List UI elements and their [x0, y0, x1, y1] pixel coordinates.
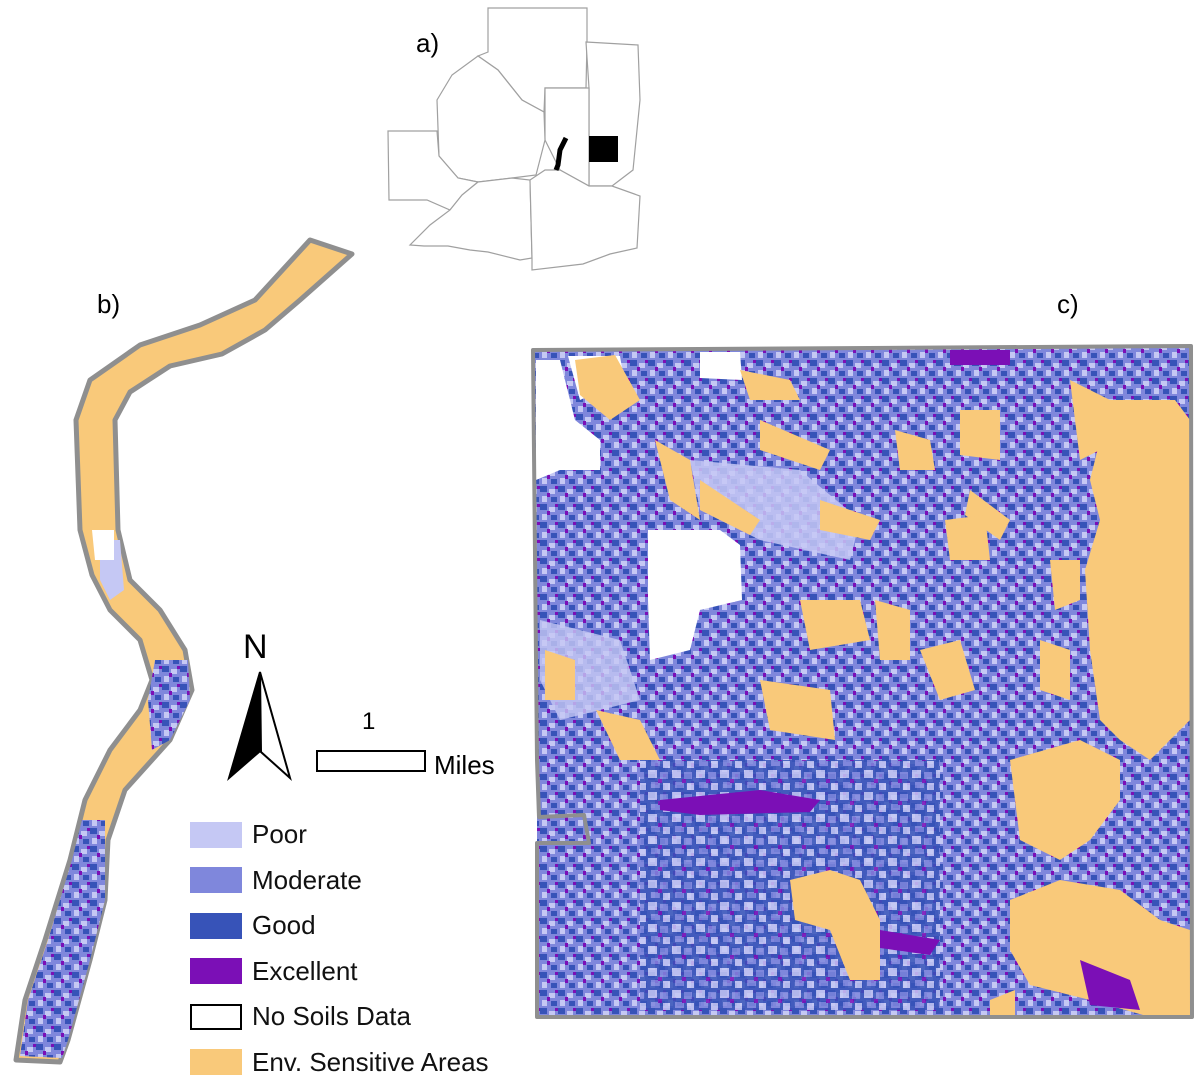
legend-item: Excellent	[190, 949, 489, 995]
legend-swatch-sensitive	[190, 1049, 242, 1075]
county-southeast	[530, 170, 640, 270]
legend-label: Excellent	[252, 956, 358, 987]
corridor-soil-patch-mid	[148, 660, 190, 750]
county-northeast	[586, 42, 640, 186]
scale-bar-value: 1	[362, 708, 375, 736]
north-arrow-icon	[229, 672, 290, 778]
legend-label: Moderate	[252, 865, 362, 896]
legend-swatch-excellent	[190, 958, 242, 984]
legend-swatch-good	[190, 913, 242, 939]
locator-study-area	[589, 136, 618, 162]
legend-item: Env. Sensitive Areas	[190, 1040, 489, 1085]
scale-bar	[316, 750, 426, 772]
north-arrow-label: N	[243, 628, 268, 667]
legend-label: No Soils Data	[252, 1001, 411, 1032]
legend-swatch-no-soils-data	[190, 1004, 242, 1030]
legend-item: Moderate	[190, 858, 489, 904]
legend-item: No Soils Data	[190, 994, 489, 1040]
legend-swatch-moderate	[190, 867, 242, 893]
scale-bar-unit: Miles	[434, 750, 495, 781]
corridor-nodata-patch	[92, 530, 114, 560]
legend-item: Good	[190, 903, 489, 949]
legend-item: Poor	[190, 812, 489, 858]
detail-nodata-top	[700, 352, 742, 380]
legend-label: Good	[252, 910, 316, 941]
legend-swatch-poor	[190, 822, 242, 848]
legend-label: Env. Sensitive Areas	[252, 1047, 489, 1078]
legend: Poor Moderate Good Excellent No Soils Da…	[190, 812, 489, 1085]
corridor-soil-patch-lower	[20, 820, 105, 1058]
corridor-nodata-small	[95, 1020, 109, 1034]
detail-map	[530, 340, 1195, 1020]
legend-label: Poor	[252, 819, 307, 850]
